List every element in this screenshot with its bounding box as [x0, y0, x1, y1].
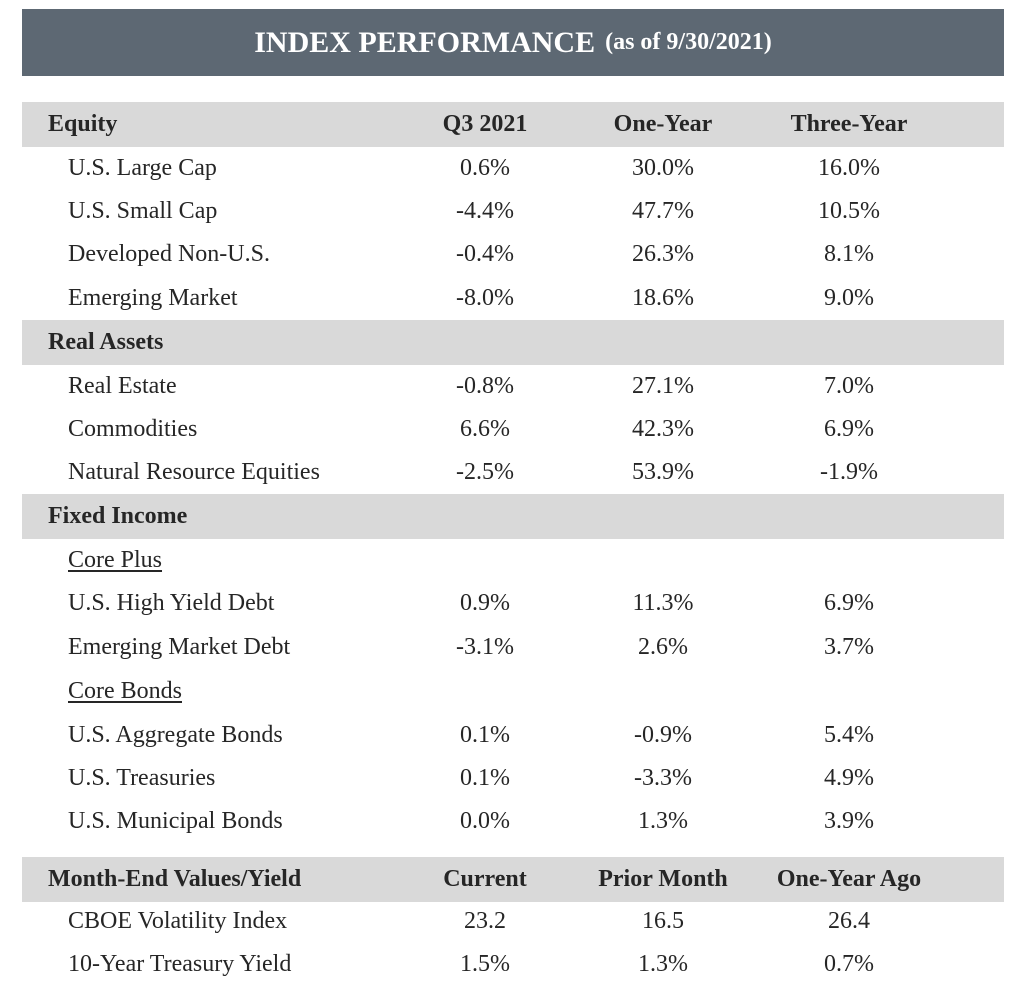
table-row: U.S. Municipal Bonds 0.0% 1.3% 3.9% [22, 800, 1004, 843]
q3-value: 0.9% [460, 590, 510, 616]
row-label: Developed Non-U.S. [68, 241, 270, 267]
q3-value: -0.8% [456, 373, 514, 399]
three-year-value: 7.0% [824, 373, 874, 399]
q3-value: 0.1% [460, 722, 510, 748]
fixed-income-header-row: Fixed Income [22, 494, 1004, 539]
q3-value: 0.6% [460, 155, 510, 181]
row-label: Natural Resource Equities [68, 459, 320, 485]
three-year-value: 16.0% [818, 155, 880, 181]
q3-value: -3.1% [456, 634, 514, 660]
one-year-value: 1.3% [638, 808, 688, 834]
header-cell: Equity [48, 111, 118, 137]
page-subtitle: (as of 9/30/2021) [605, 29, 772, 55]
prior-month-value: 1.3% [638, 951, 688, 977]
subsection-row: Core Plus [22, 539, 1004, 582]
q3-value: 6.6% [460, 416, 510, 442]
q3-value: -8.0% [456, 285, 514, 311]
table-row: Real Estate -0.8% 27.1% 7.0% [22, 365, 1004, 408]
row-label: Emerging Market [68, 285, 238, 311]
current-value: 23.2 [464, 908, 506, 934]
table-row: Emerging Market -8.0% 18.6% 9.0% [22, 277, 1004, 320]
three-year-value: -1.9% [820, 459, 878, 485]
header-cell: Three-Year [790, 111, 908, 137]
three-year-value: 6.9% [824, 590, 874, 616]
three-year-value: 9.0% [824, 285, 874, 311]
core-bonds-label: Core Bonds [68, 678, 182, 704]
row-label: U.S. Treasuries [68, 765, 216, 791]
section-header: Fixed Income [48, 503, 188, 529]
section-header: Real Assets [48, 329, 164, 355]
table-row: U.S. Treasuries 0.1% -3.3% 4.9% [22, 757, 1004, 800]
three-year-value: 10.5% [818, 198, 880, 224]
header-cell: Prior Month [598, 866, 728, 892]
one-year-ago-value: 26.4 [828, 908, 870, 934]
row-label: U.S. High Yield Debt [68, 590, 275, 616]
table-row: Commodities 6.6% 42.3% 6.9% [22, 408, 1004, 451]
row-label: 10-Year Treasury Yield [68, 951, 292, 977]
title-banner: INDEX PERFORMANCE (as of 9/30/2021) [22, 9, 1004, 76]
subsection-row: Core Bonds [22, 670, 1004, 713]
core-plus-label: Core Plus [68, 547, 163, 573]
three-year-value: 6.9% [824, 416, 874, 442]
row-label: Emerging Market Debt [68, 634, 291, 660]
equity-header-row: Equity Q3 2021 One-Year Three-Year [22, 102, 1004, 147]
row-label: U.S. Large Cap [68, 155, 217, 181]
table-row: Developed Non-U.S. -0.4% 26.3% 8.1% [22, 233, 1004, 276]
q3-value: -2.5% [456, 459, 514, 485]
table-row: Natural Resource Equities -2.5% 53.9% -1… [22, 451, 1004, 494]
q3-value: 0.0% [460, 808, 510, 834]
q3-value: 0.1% [460, 765, 510, 791]
one-year-value: 53.9% [632, 459, 694, 485]
row-label: CBOE Volatility Index [68, 908, 288, 934]
one-year-value: -0.9% [634, 722, 692, 748]
one-year-value: 47.7% [632, 198, 694, 224]
one-year-ago-value: 0.7% [824, 951, 874, 977]
row-label: U.S. Municipal Bonds [68, 808, 283, 834]
header-cell: One-Year [613, 111, 713, 137]
page-title: INDEX PERFORMANCE [254, 25, 596, 59]
one-year-value: 26.3% [632, 241, 694, 267]
three-year-value: 8.1% [824, 241, 874, 267]
one-year-value: 2.6% [638, 634, 688, 660]
one-year-value: 11.3% [632, 590, 694, 616]
row-label: Real Estate [68, 373, 177, 399]
one-year-value: 18.6% [632, 285, 694, 311]
table-row: U.S. Aggregate Bonds 0.1% -0.9% 5.4% [22, 714, 1004, 757]
q3-value: -0.4% [456, 241, 514, 267]
three-year-value: 3.7% [824, 634, 874, 660]
q3-value: -4.4% [456, 198, 514, 224]
row-label: Commodities [68, 416, 198, 442]
row-label: U.S. Small Cap [68, 198, 218, 224]
month-end-header-row: Month-End Values/Yield Current Prior Mon… [22, 857, 1004, 902]
table-row: Emerging Market Debt -3.1% 2.6% 3.7% [22, 626, 1004, 669]
one-year-value: 27.1% [632, 373, 694, 399]
header-cell: Month-End Values/Yield [48, 866, 302, 892]
header-cell: Current [443, 866, 527, 892]
one-year-value: 42.3% [632, 416, 694, 442]
one-year-value: 30.0% [632, 155, 694, 181]
current-value: 1.5% [460, 951, 510, 977]
table-row: U.S. Large Cap 0.6% 30.0% 16.0% [22, 147, 1004, 190]
table-row: 10-Year Treasury Yield 1.5% 1.3% 0.7% [22, 943, 1004, 986]
three-year-value: 3.9% [824, 808, 874, 834]
real-assets-header-row: Real Assets [22, 320, 1004, 365]
three-year-value: 5.4% [824, 722, 874, 748]
table-row: CBOE Volatility Index 23.2 16.5 26.4 [22, 900, 1004, 943]
table-row: U.S. High Yield Debt 0.9% 11.3% 6.9% [22, 582, 1004, 625]
three-year-value: 4.9% [824, 765, 874, 791]
header-cell: One-Year Ago [776, 866, 922, 892]
row-label: U.S. Aggregate Bonds [68, 722, 283, 748]
header-cell: Q3 2021 [442, 111, 528, 137]
prior-month-value: 16.5 [642, 908, 684, 934]
one-year-value: -3.3% [634, 765, 692, 791]
table-row: U.S. Small Cap -4.4% 47.7% 10.5% [22, 190, 1004, 233]
